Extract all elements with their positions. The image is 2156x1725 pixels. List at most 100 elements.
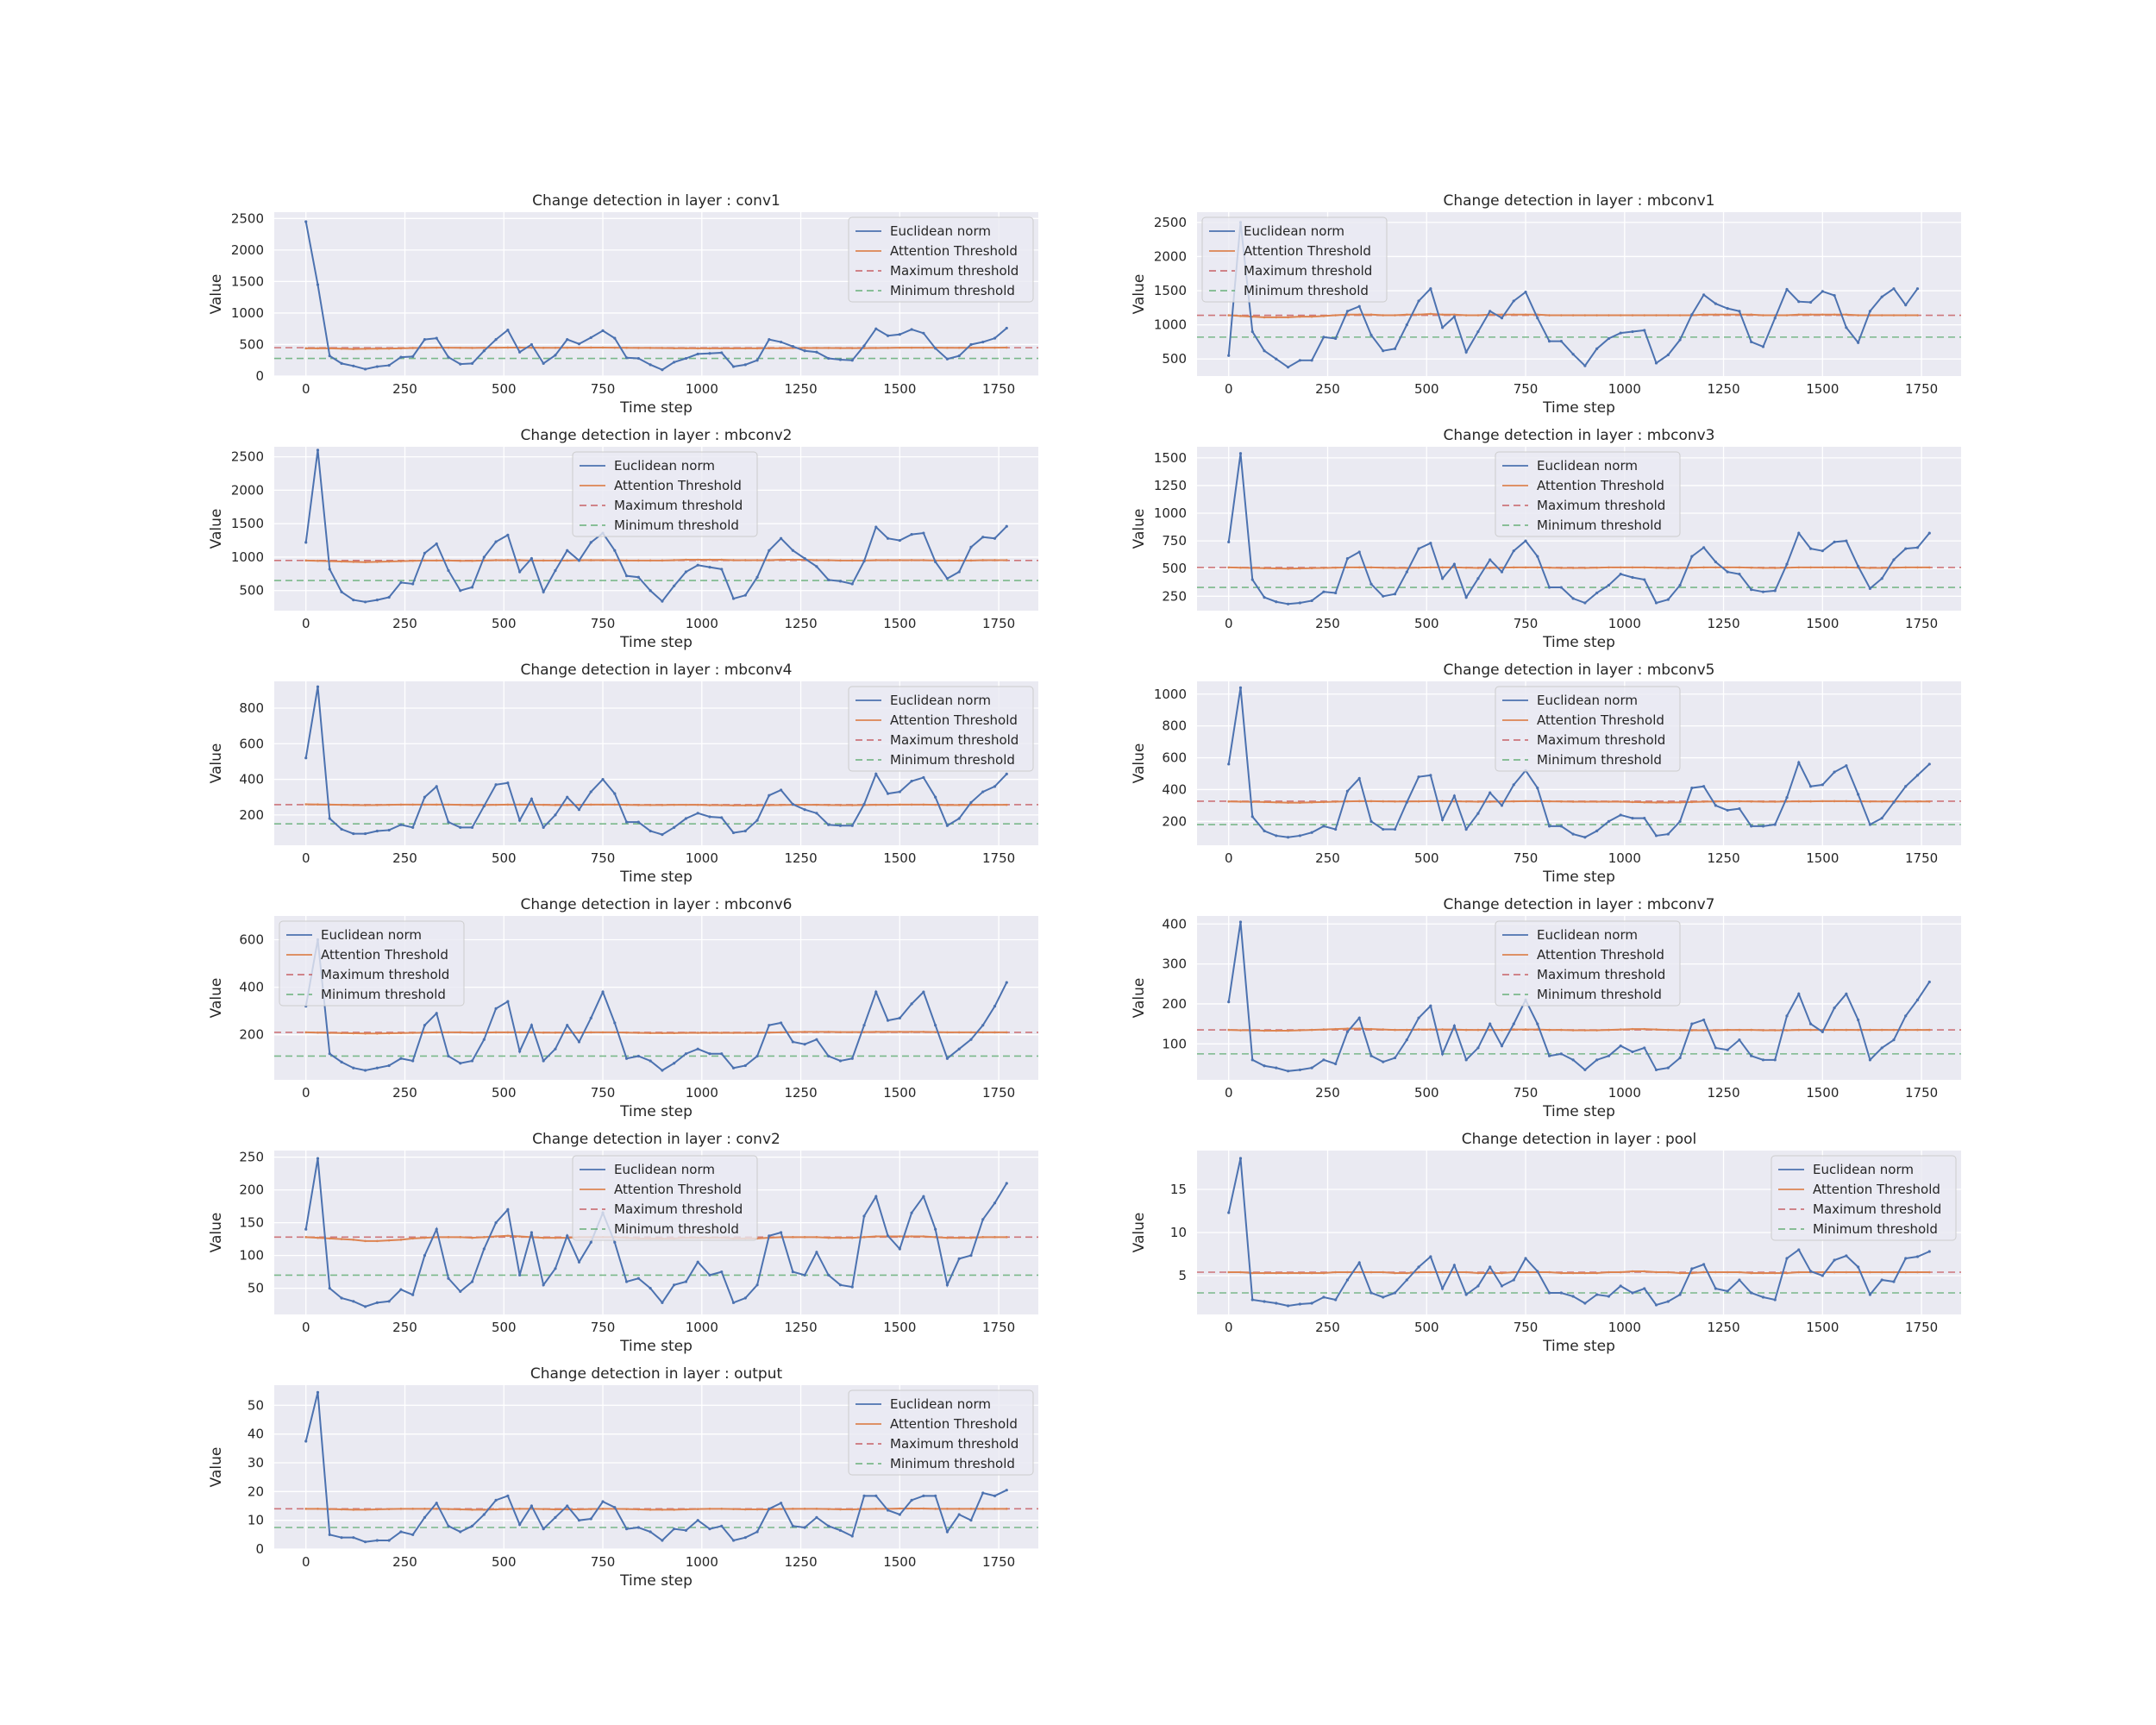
- attention-threshold-point: [1809, 313, 1812, 317]
- chart-title: Change detection in layer : conv2: [532, 1131, 780, 1148]
- euclidean-norm-point: [1619, 1284, 1622, 1288]
- attention-threshold-point: [946, 1031, 949, 1034]
- attention-threshold-point: [815, 1236, 818, 1239]
- attention-threshold-point: [1334, 1027, 1337, 1031]
- euclidean-norm-point: [898, 1513, 901, 1516]
- euclidean-norm-point: [613, 1506, 617, 1509]
- euclidean-norm-point: [304, 1440, 308, 1443]
- x-tick-label: 1500: [1806, 1320, 1839, 1335]
- attention-threshold-point: [613, 559, 617, 561]
- legend-label: Maximum threshold: [1244, 263, 1372, 279]
- attention-threshold-point: [887, 347, 889, 349]
- x-tick-label: 1000: [1608, 616, 1641, 631]
- attention-threshold-point: [1869, 567, 1871, 569]
- euclidean-norm-point: [815, 812, 818, 815]
- euclidean-norm-point: [1583, 836, 1587, 839]
- attention-threshold-point: [1334, 566, 1337, 569]
- attention-threshold-point: [910, 1031, 913, 1033]
- attention-threshold-point: [1417, 1028, 1420, 1031]
- attention-threshold-point: [364, 1509, 367, 1511]
- attention-threshold-point: [946, 559, 949, 562]
- attention-threshold-point: [1560, 1028, 1563, 1032]
- euclidean-norm-point: [957, 354, 961, 358]
- euclidean-norm-point: [1345, 789, 1350, 793]
- attention-threshold-point: [1583, 314, 1587, 317]
- euclidean-norm-point: [447, 568, 450, 573]
- attention-threshold-point: [1382, 566, 1385, 569]
- euclidean-norm-point: [577, 559, 581, 562]
- euclidean-norm-point: [566, 549, 569, 552]
- attention-threshold-point: [506, 346, 510, 349]
- euclidean-norm-point: [624, 1280, 629, 1283]
- attention-threshold-point: [1394, 1028, 1396, 1032]
- legend-box: [572, 1155, 758, 1241]
- euclidean-norm-point: [375, 598, 379, 602]
- attention-threshold-point: [850, 1508, 854, 1511]
- attention-threshold-point: [423, 1508, 426, 1510]
- attention-threshold-point: [1501, 1271, 1503, 1275]
- x-tick-label: 750: [591, 850, 616, 866]
- euclidean-norm-point: [375, 365, 379, 368]
- attention-threshold-point: [530, 803, 533, 806]
- chart-title: Change detection in layer : mbconv2: [520, 427, 792, 444]
- euclidean-norm-point: [969, 1254, 973, 1258]
- attention-threshold-point: [1833, 800, 1836, 803]
- euclidean-norm-point: [1250, 578, 1254, 581]
- euclidean-norm-point: [1761, 1295, 1765, 1299]
- attention-threshold-point: [1785, 1271, 1789, 1275]
- euclidean-norm-point: [1227, 1000, 1231, 1004]
- attention-threshold-point: [1714, 800, 1717, 803]
- x-tick-label: 500: [1414, 1085, 1439, 1101]
- attention-threshold-point: [411, 1508, 414, 1510]
- euclidean-norm-line: [304, 939, 1008, 1072]
- attention-threshold-point: [317, 803, 319, 806]
- y-axis-label: Value: [1131, 978, 1148, 1019]
- legend-label: Minimum threshold: [614, 1221, 739, 1237]
- euclidean-norm-point: [363, 1069, 367, 1072]
- x-tick-label: 750: [1514, 616, 1539, 631]
- euclidean-norm-point: [755, 1054, 759, 1058]
- euclidean-norm-point: [1441, 1287, 1445, 1290]
- euclidean-norm-point: [1357, 304, 1361, 308]
- euclidean-norm-point: [1714, 560, 1717, 564]
- euclidean-norm-point: [1880, 1278, 1883, 1282]
- euclidean-norm-point: [1405, 323, 1408, 327]
- x-tick-label: 250: [1315, 616, 1340, 631]
- attention-threshold-point: [922, 1507, 925, 1510]
- attention-threshold-line: [1228, 1027, 1930, 1032]
- attention-threshold-point: [1287, 1271, 1289, 1275]
- attention-threshold-point: [922, 346, 925, 349]
- attention-threshold-point: [874, 1235, 878, 1238]
- euclidean-norm-point: [1666, 353, 1670, 357]
- attention-threshold-point: [815, 559, 818, 561]
- attention-threshold-point: [1394, 800, 1396, 803]
- attention-threshold-point: [910, 1235, 913, 1238]
- attention-threshold-point: [1357, 800, 1361, 803]
- euclidean-norm-point: [649, 829, 652, 833]
- euclidean-norm-point: [957, 817, 961, 820]
- euclidean-norm-point: [494, 338, 498, 342]
- euclidean-norm-point: [720, 1524, 724, 1527]
- euclidean-norm-point: [886, 792, 890, 795]
- euclidean-norm-point: [768, 549, 771, 552]
- x-tick-label: 1500: [883, 616, 916, 631]
- attention-threshold-point: [1714, 313, 1717, 317]
- euclidean-norm-point: [1417, 299, 1420, 303]
- attention-threshold-point: [1005, 1031, 1008, 1034]
- attention-threshold-point: [1287, 567, 1289, 570]
- euclidean-norm-point: [624, 820, 629, 824]
- attention-threshold-point: [1476, 567, 1480, 569]
- attention-threshold-point: [1512, 800, 1515, 803]
- euclidean-norm-point: [957, 1257, 961, 1260]
- euclidean-norm-point: [1619, 331, 1622, 335]
- attention-threshold-point: [1608, 314, 1610, 317]
- series-group: [274, 1390, 1038, 1544]
- y-tick-label: 2000: [1154, 248, 1187, 264]
- attention-threshold-point: [1797, 1270, 1801, 1274]
- euclidean-norm-point: [910, 328, 913, 331]
- euclidean-norm-point: [1714, 1046, 1717, 1050]
- euclidean-norm-point: [1868, 586, 1872, 590]
- chart-title: Change detection in layer : output: [530, 1365, 783, 1383]
- y-tick-label: 1000: [1154, 687, 1187, 702]
